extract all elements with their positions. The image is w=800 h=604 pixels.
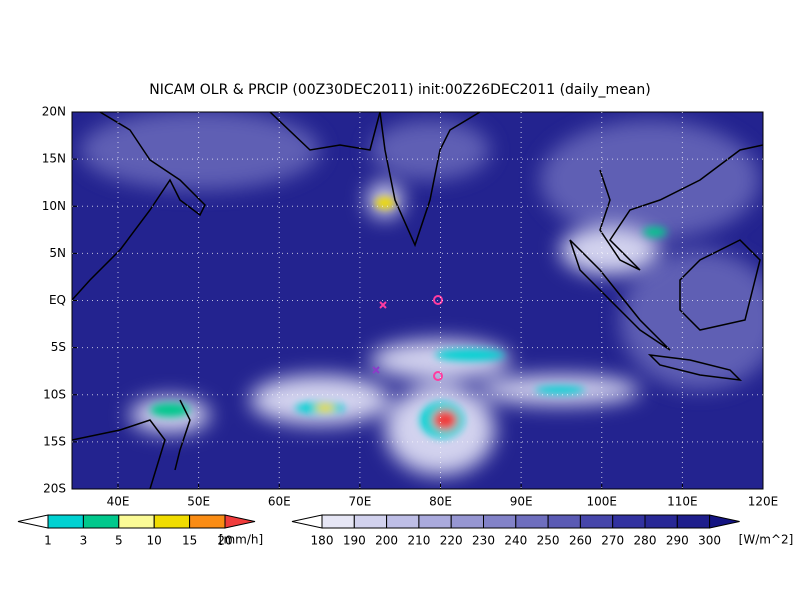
colorbar-segment xyxy=(612,514,646,529)
colorbar-label: 250 xyxy=(537,534,560,548)
lat-label: 20N xyxy=(42,105,66,119)
colorbar-unit: [W/m^2] xyxy=(739,533,794,547)
lat-label: 15N xyxy=(42,152,66,166)
colorbar-segment xyxy=(547,514,581,529)
lon-label: 100E xyxy=(587,495,618,509)
colorbar-segment xyxy=(418,514,452,529)
colorbar-arrow xyxy=(17,514,49,529)
colorbar-unit: [mm/h] xyxy=(219,533,263,547)
lon-label: 120E xyxy=(748,495,779,509)
lon-label: 90E xyxy=(510,495,533,509)
colorbar-label: 15 xyxy=(182,534,197,548)
lon-label: 80E xyxy=(429,495,452,509)
colorbar-label: 190 xyxy=(343,534,366,548)
colorbar-label: 10 xyxy=(147,534,162,548)
lat-label: 20S xyxy=(43,482,66,496)
lat-label: 5S xyxy=(51,340,66,354)
colorbar-segment xyxy=(321,514,355,529)
colorbar-segment xyxy=(644,514,678,529)
lon-label: 110E xyxy=(667,495,698,509)
colorbar-label: 240 xyxy=(504,534,527,548)
colorbar-segment xyxy=(579,514,614,529)
colorbar-arrow xyxy=(291,514,323,529)
colorbar-label: 280 xyxy=(634,534,657,548)
colorbar-segment xyxy=(118,514,155,529)
colorbar-label: 300 xyxy=(698,534,721,548)
colorbar-label: 3 xyxy=(80,534,88,548)
colorbar-label: 20 xyxy=(217,534,232,548)
colorbar-segment xyxy=(515,514,549,529)
lat-label: 10S xyxy=(43,387,66,401)
lat-label: 15S xyxy=(43,434,66,448)
colorbar-label: 210 xyxy=(407,534,430,548)
colorbar-arrow xyxy=(224,514,256,529)
colorbar-segment xyxy=(450,514,485,529)
colorbar-segment xyxy=(353,514,388,529)
colorbar-segment xyxy=(676,514,711,529)
colorbar-label: 220 xyxy=(440,534,463,548)
colorbar-segment xyxy=(47,514,84,529)
colorbar-label: 180 xyxy=(311,534,334,548)
colorbar-label: 1 xyxy=(44,534,52,548)
lat-label: 5N xyxy=(49,246,66,260)
colorbar-segment xyxy=(386,514,420,529)
colorbar-label: 290 xyxy=(666,534,689,548)
colorbar-label: 260 xyxy=(569,534,592,548)
colorbar-label: 5 xyxy=(115,534,123,548)
colorbar-segment xyxy=(82,514,120,529)
colorbar-segment xyxy=(153,514,191,529)
lon-label: 60E xyxy=(268,495,291,509)
lon-label: 40E xyxy=(107,495,130,509)
colorbar-label: 200 xyxy=(375,534,398,548)
title: NICAM OLR & PRCIP (00Z30DEC2011) init:00… xyxy=(149,82,650,98)
colorbar-segment xyxy=(189,514,226,529)
colorbar-label: 270 xyxy=(601,534,624,548)
lat-label: 10N xyxy=(42,199,66,213)
lon-label: 50E xyxy=(187,495,210,509)
lat-label: EQ xyxy=(49,293,66,307)
map-field xyxy=(72,112,763,489)
colorbar-arrow xyxy=(709,514,740,529)
colorbar-segment xyxy=(483,514,517,529)
lon-label: 70E xyxy=(348,495,371,509)
colorbar-label: 230 xyxy=(472,534,495,548)
